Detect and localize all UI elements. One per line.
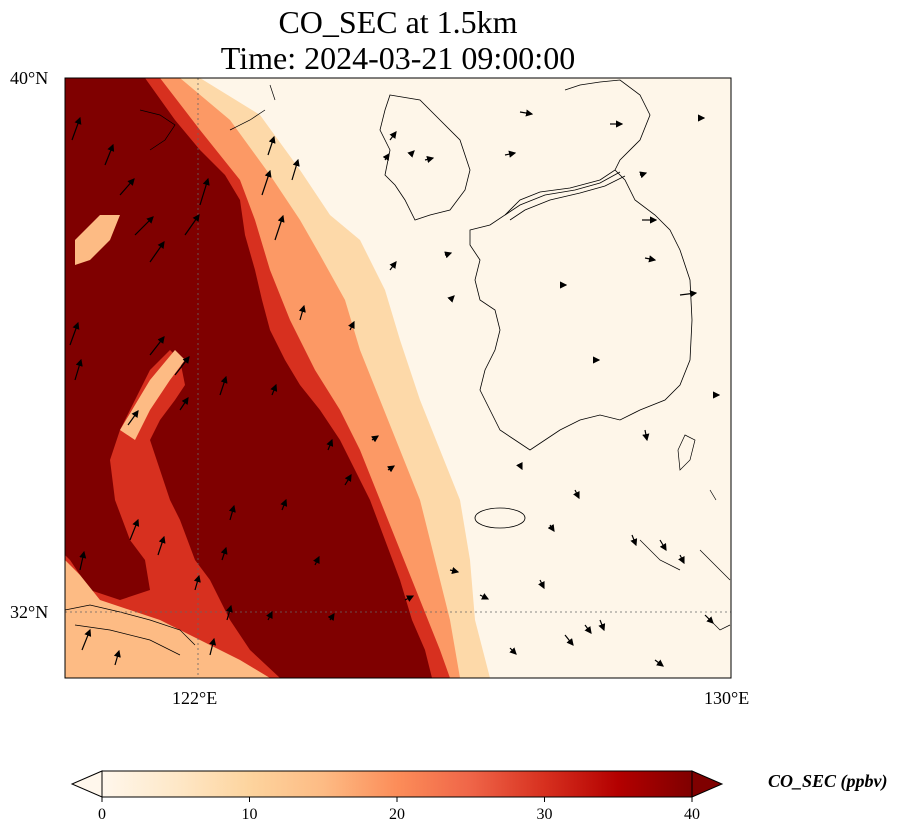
wind-arrow bbox=[644, 255, 657, 263]
wind-arrow bbox=[74, 358, 83, 381]
wind-arrow bbox=[220, 546, 228, 561]
lat-label-32: 32°N bbox=[10, 602, 49, 622]
wind-arrow bbox=[327, 613, 335, 621]
wind-arrow bbox=[642, 429, 650, 442]
wind-arrow bbox=[209, 637, 217, 656]
wind-arrow bbox=[538, 579, 545, 590]
colorbar-extend-min bbox=[70, 770, 103, 798]
wind-arrow bbox=[81, 628, 92, 651]
wind-arrow bbox=[404, 595, 415, 602]
wind-arrow bbox=[179, 397, 189, 411]
wind-arrow bbox=[274, 214, 285, 241]
plume-interior-streak bbox=[75, 215, 120, 265]
wind-arrow bbox=[654, 659, 664, 667]
border-line bbox=[504, 171, 626, 221]
wind-arrow bbox=[389, 131, 397, 141]
wind-arrow bbox=[678, 554, 685, 565]
wind-arrow bbox=[267, 135, 276, 156]
wind-arrow bbox=[261, 169, 272, 196]
wind-arrow bbox=[291, 158, 300, 181]
wind-arrow bbox=[270, 383, 278, 396]
wind-arrow bbox=[679, 290, 698, 298]
colorbar-tickmarks bbox=[101, 797, 693, 802]
wind-arrow bbox=[149, 241, 165, 263]
wind-arrow bbox=[184, 214, 200, 236]
korea-coastline bbox=[379, 79, 693, 451]
wind-arrow bbox=[509, 647, 517, 655]
wind-arrow bbox=[371, 435, 379, 443]
wind-arrow bbox=[444, 251, 453, 259]
colorbar-tick-30: 30 bbox=[536, 806, 553, 823]
wind-arrow bbox=[129, 518, 140, 541]
wind-arrow bbox=[387, 465, 395, 473]
plume-core bbox=[65, 78, 432, 678]
wind-arrow bbox=[71, 116, 82, 141]
wind-arrow bbox=[104, 143, 115, 166]
colorbar-tick-0: 0 bbox=[98, 806, 106, 823]
wind-arrow bbox=[630, 534, 638, 547]
wind-arrow bbox=[69, 321, 80, 346]
colorbar-tick-40: 40 bbox=[684, 806, 700, 823]
wind-arrow bbox=[266, 610, 273, 621]
map-frame bbox=[64, 77, 732, 679]
wind-arrow bbox=[298, 304, 306, 321]
wind-arrow bbox=[564, 634, 574, 646]
wind-arrow bbox=[119, 178, 135, 196]
wind-arrow bbox=[228, 504, 236, 521]
wind-arrow bbox=[424, 155, 435, 163]
wind-arrow bbox=[598, 619, 606, 632]
wind-arrow bbox=[174, 356, 190, 376]
wind-arrow bbox=[134, 216, 154, 236]
wind-arrow bbox=[344, 473, 352, 486]
wind-arrow bbox=[127, 410, 139, 426]
wind-arrow bbox=[157, 535, 166, 556]
jeju-island bbox=[474, 507, 526, 529]
wind-arrow bbox=[326, 438, 334, 451]
wind-arrow bbox=[516, 462, 523, 471]
wind-arrow bbox=[389, 261, 397, 271]
chart-subtitle-time: Time: 2024-03-21 09:00:00 bbox=[220, 40, 576, 76]
wind-arrow bbox=[547, 524, 555, 532]
wind-arrow bbox=[313, 555, 320, 566]
map-area bbox=[65, 78, 731, 678]
wind-arrow bbox=[504, 150, 517, 158]
wind-arrow bbox=[79, 550, 87, 571]
wind-arrow bbox=[407, 150, 415, 158]
wind-arrow bbox=[479, 593, 490, 600]
chart-title: CO_SEC at 1.5km bbox=[278, 4, 518, 40]
wind-arrow bbox=[639, 171, 648, 179]
wind-arrow bbox=[113, 649, 121, 666]
japan-coastline bbox=[639, 434, 731, 631]
colorbar-label: CO_SEC (ppbv) bbox=[768, 771, 888, 791]
wind-arrow bbox=[519, 109, 534, 117]
colorbar-tick-10: 10 bbox=[241, 806, 258, 823]
colorbar-gradient bbox=[101, 770, 693, 798]
wind-arrow bbox=[584, 624, 592, 634]
wind-arrow bbox=[199, 177, 210, 206]
wind-arrow bbox=[348, 320, 355, 331]
wind-vectors bbox=[69, 109, 731, 667]
colorbar-extend-max bbox=[691, 770, 724, 798]
wind-arrow bbox=[193, 574, 201, 591]
lon-label-130: 130°E bbox=[704, 688, 750, 708]
china-coastline bbox=[65, 84, 276, 656]
lon-label-122: 122°E bbox=[172, 688, 218, 708]
wind-arrow bbox=[280, 498, 288, 511]
wind-arrow bbox=[449, 567, 460, 575]
wind-arrow bbox=[225, 604, 233, 621]
wind-arrow bbox=[149, 336, 165, 356]
wind-arrow bbox=[447, 295, 455, 303]
wind-arrow bbox=[219, 375, 228, 396]
wind-arrow bbox=[573, 489, 580, 500]
plume-bottom-patch bbox=[65, 560, 270, 678]
lat-label-40: 40°N bbox=[10, 68, 49, 88]
wind-arrow bbox=[659, 539, 667, 552]
wind-arrow bbox=[382, 153, 390, 161]
colorbar-tick-20: 20 bbox=[389, 806, 405, 823]
wind-arrow bbox=[704, 614, 714, 624]
